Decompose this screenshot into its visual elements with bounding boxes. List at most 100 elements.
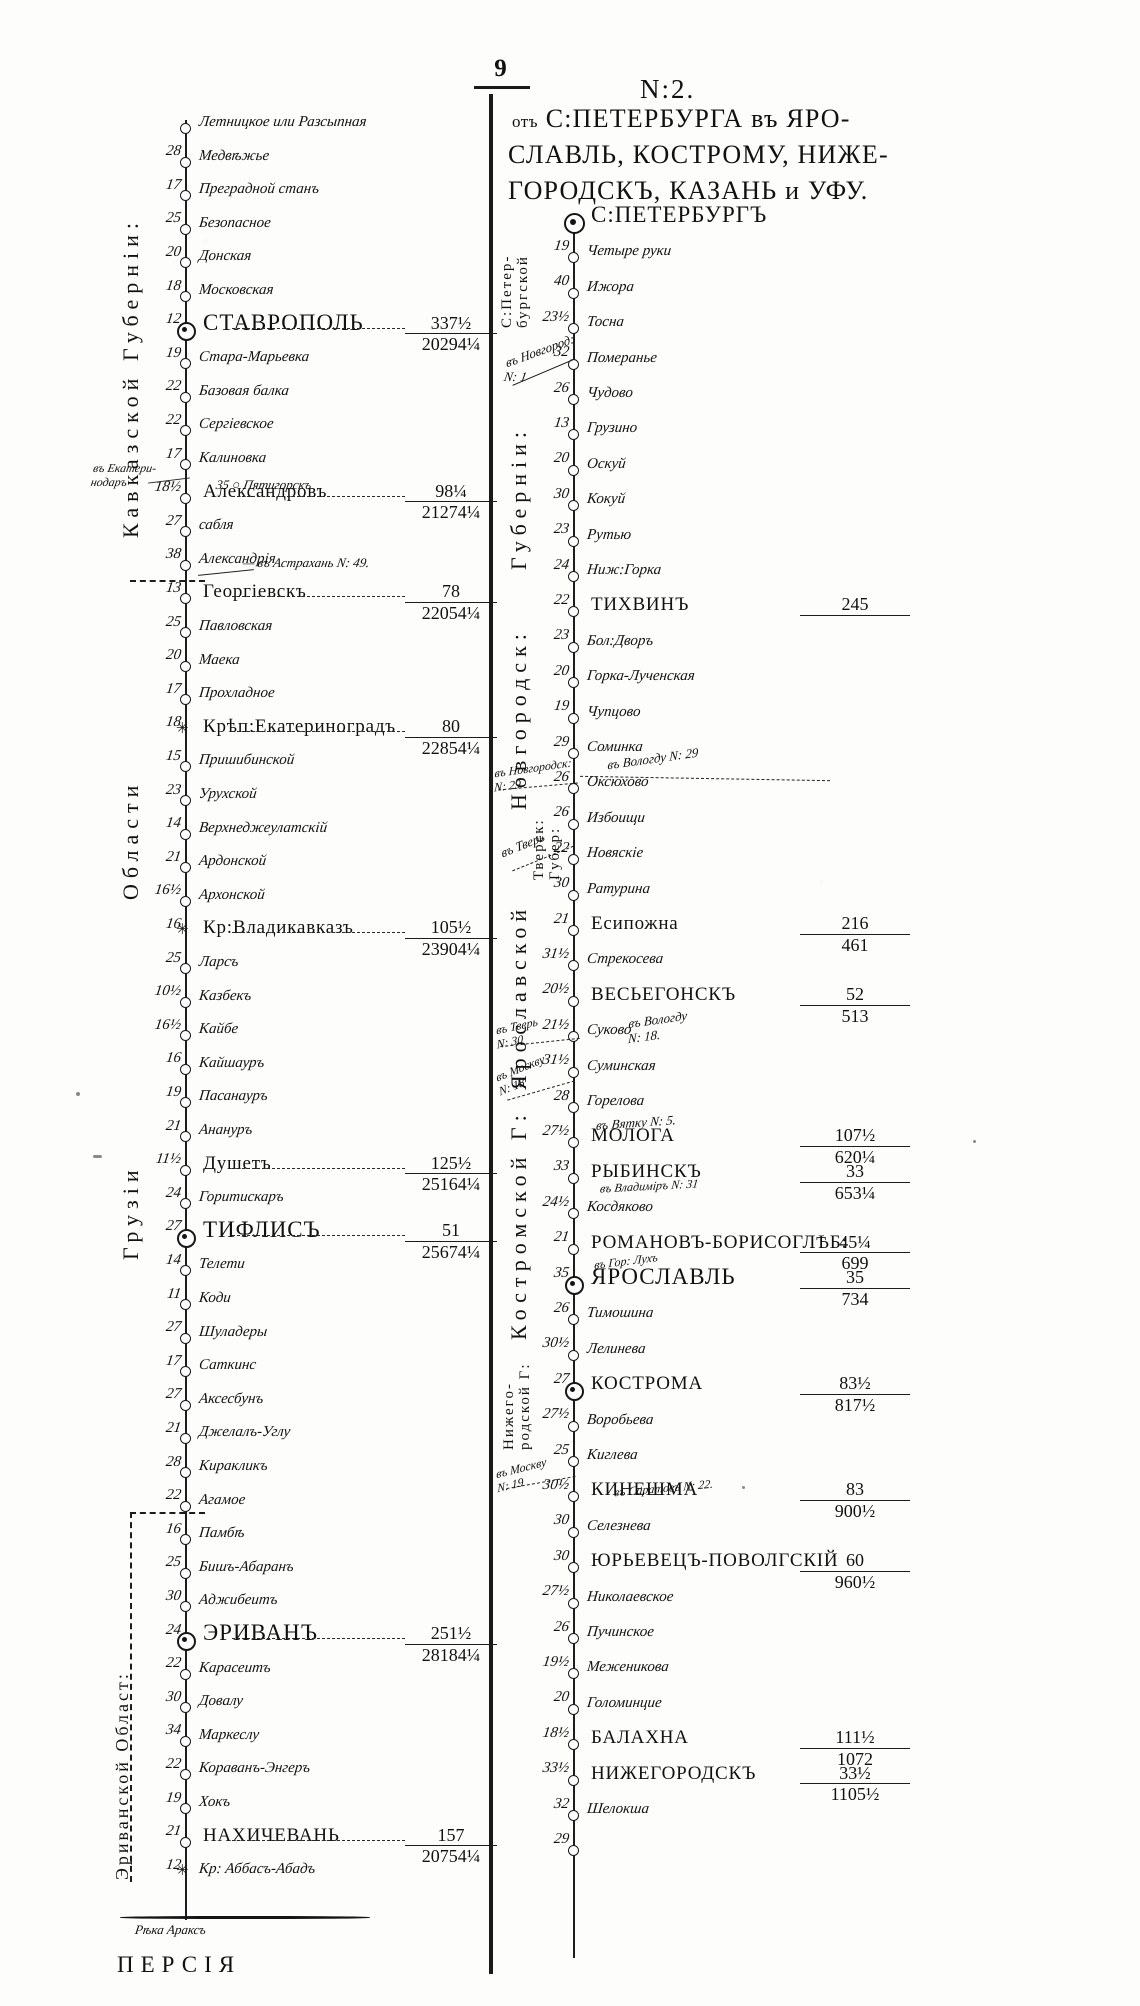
araks-river-label: Рѣка Араксъ xyxy=(134,1922,208,1937)
station-node-icon xyxy=(568,1562,579,1574)
segment-total: 105½ xyxy=(405,918,497,940)
leg-distance-label: 18 xyxy=(164,714,183,731)
stop-name-label: ТИФЛИСЪ xyxy=(203,1216,321,1242)
leg-distance-label: 19 xyxy=(164,1083,183,1100)
stop-name-label: Телети xyxy=(198,1256,246,1273)
stop-name-label: Ларсъ xyxy=(198,954,240,970)
leg-distance-label: 22 xyxy=(164,378,183,395)
stop-name-label: Тимошина xyxy=(586,1305,655,1322)
cumulative-distance-total: 35 734 xyxy=(800,1268,910,1309)
total-leader-line xyxy=(232,1234,405,1236)
leg-distance-label: 23 xyxy=(552,627,571,644)
left-route-spine xyxy=(185,120,187,1920)
total-leader-line xyxy=(232,596,405,598)
cumulative-distance-total: 251½ 28184¼ xyxy=(405,1624,497,1665)
stop-name-label: Прохладное xyxy=(198,685,276,702)
leg-distance-label: 19 xyxy=(552,237,571,254)
leg-distance-label: 25 xyxy=(552,1441,571,1458)
cumulative-distance-total: 107½ 620¼ xyxy=(800,1126,910,1167)
station-node-icon xyxy=(180,559,191,571)
stop-name-label: Четыре руки xyxy=(586,243,673,260)
station-node-icon xyxy=(568,925,579,936)
leg-distance-label: 30 xyxy=(552,1512,571,1529)
running-total: 1072 xyxy=(837,1749,873,1770)
station-node-icon xyxy=(568,394,579,405)
city-node-icon xyxy=(177,1228,196,1248)
station-node-icon xyxy=(568,1137,579,1149)
sheet-number: N:2. xyxy=(640,74,696,104)
station-node-icon xyxy=(180,492,191,504)
stop-name-label: Новяскiе xyxy=(586,845,645,862)
total-leader-line xyxy=(232,730,405,732)
stop-name-label: Киракликъ xyxy=(198,1458,269,1474)
stop-name-label: Хокъ xyxy=(198,1794,232,1810)
stop-name-label: Довалу xyxy=(198,1693,244,1710)
leg-distance-label: 15 xyxy=(164,747,183,764)
station-node-icon xyxy=(568,1845,579,1857)
station-node-icon xyxy=(180,1601,191,1613)
cumulative-distance-total: 83½ 817½ xyxy=(800,1374,910,1415)
stop-name-label: Базовая балка xyxy=(198,382,290,399)
stop-name-label: Саткинс xyxy=(198,1357,257,1374)
leg-distance-label: 21 xyxy=(552,910,571,927)
leg-distance-label: 25 xyxy=(164,210,183,227)
station-node-icon xyxy=(568,1102,579,1113)
segment-total: 111½ xyxy=(800,1728,910,1750)
leg-distance-label: 27 xyxy=(164,1218,183,1235)
station-node-icon xyxy=(180,627,191,638)
station-node-icon xyxy=(568,1491,579,1503)
leg-distance-label: 14 xyxy=(164,815,183,832)
leg-distance-label: 22 xyxy=(164,1487,183,1504)
title-line-2: СЛАВЛЬ, КОСТРОМУ, НИЖЕ- xyxy=(508,140,889,169)
column-divider xyxy=(489,94,493,1974)
leg-distance-label: 27 xyxy=(552,1370,571,1387)
page-number-rule xyxy=(474,86,530,89)
stop-name-label: Бишъ-Абаранъ xyxy=(198,1558,295,1575)
leg-distance-label: 24½ xyxy=(541,1193,571,1210)
leg-distance-label: 25 xyxy=(164,613,183,630)
stop-name-label: МОЛОГА xyxy=(591,1125,675,1147)
station-node-icon xyxy=(180,761,191,773)
stop-name-label: Лелинева xyxy=(586,1340,647,1357)
segment-total: 251½ xyxy=(405,1624,497,1645)
station-node-icon xyxy=(568,1066,579,1078)
station-node-icon xyxy=(568,960,579,972)
station-node-icon xyxy=(180,593,191,605)
stop-name-label: Сергiевское xyxy=(198,416,275,433)
leg-distance-label: 17 xyxy=(164,680,183,697)
stop-name-label: Воробьева xyxy=(586,1411,655,1428)
station-node-icon xyxy=(568,818,579,830)
print-speck xyxy=(76,1092,80,1096)
leg-distance-label: 17 xyxy=(164,176,183,193)
station-node-icon xyxy=(180,1702,191,1714)
segment-total: 60 xyxy=(800,1551,910,1573)
stop-name-label: С:ПЕТЕРБУРГЪ xyxy=(591,202,768,227)
leg-distance-label: 24 xyxy=(164,1621,183,1638)
leg-distance-label: 29 xyxy=(552,733,571,750)
leg-distance-label: 30½ xyxy=(541,1335,571,1352)
title-line-3: ГОРОДСКЪ, КАЗАНЬ и УФУ. xyxy=(508,176,869,205)
print-speck xyxy=(742,1486,745,1489)
stop-name-label: НАХИЧЕВАНЬ xyxy=(203,1824,340,1846)
stop-name-label: Николаевское xyxy=(586,1588,675,1605)
station-node-icon xyxy=(180,1433,191,1445)
station-node-icon xyxy=(180,1366,191,1378)
station-node-icon xyxy=(568,1703,579,1715)
stop-name-label: Георгiевскъ xyxy=(203,581,307,603)
cumulative-distance-total: 52 513 xyxy=(800,984,910,1026)
region-label-oblasti: Области xyxy=(118,779,143,900)
stop-name-label: Грузино xyxy=(586,420,639,437)
leg-distance-label: 25 xyxy=(164,1554,183,1571)
branch-note-ekaterinodar: въ Екатери-нодаръ xyxy=(89,461,158,489)
station-node-icon xyxy=(180,1399,191,1411)
stop-name-label: Голоминцие xyxy=(586,1694,663,1711)
leg-distance-label: 16 xyxy=(164,915,183,932)
station-node-icon xyxy=(568,429,579,441)
station-node-icon xyxy=(180,1030,191,1042)
persia-terminus-label: ПЕРСIЯ xyxy=(117,1952,242,1977)
stop-name-label: Медвѣжье xyxy=(198,147,271,164)
leg-distance-label: 38 xyxy=(164,546,183,563)
cumulative-distance-total: 125½ 25164¼ xyxy=(405,1153,497,1195)
station-node-icon xyxy=(180,862,191,874)
leg-distance-label: 24 xyxy=(164,1184,183,1201)
